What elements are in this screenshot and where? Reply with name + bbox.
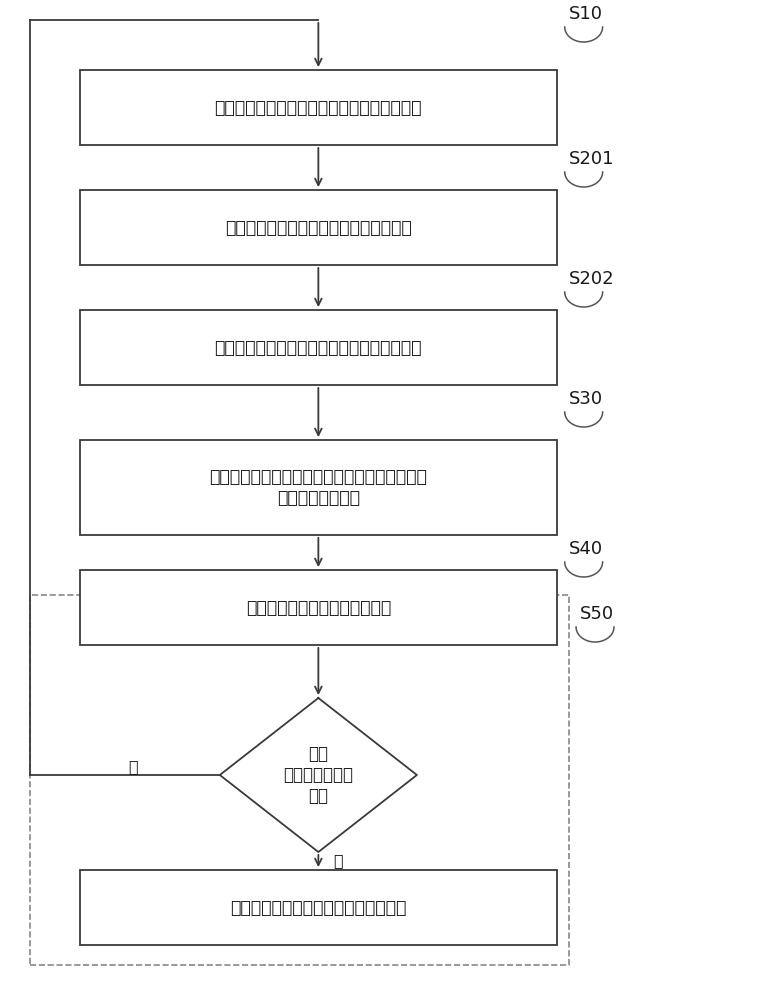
Text: S201: S201 — [568, 150, 614, 168]
Text: 对采样异步的离散数字波形进行时间同步处理: 对采样异步的离散数字波形进行时间同步处理 — [215, 338, 422, 357]
FancyBboxPatch shape — [80, 70, 557, 145]
Text: S10: S10 — [568, 5, 603, 23]
Text: S40: S40 — [568, 540, 603, 558]
Text: S30: S30 — [568, 390, 603, 408]
Text: 对相同测量回路的录波波形进行名称关联: 对相同测量回路的录波波形进行名称关联 — [225, 219, 412, 236]
Text: 是否
出现新的异常类
型？: 是否 出现新的异常类 型？ — [283, 745, 353, 805]
Text: S50: S50 — [580, 605, 614, 623]
Text: 是: 是 — [334, 854, 343, 868]
Text: 根据所确定的异常类型进行报警: 根据所确定的异常类型进行报警 — [246, 598, 391, 616]
Text: S202: S202 — [568, 270, 614, 288]
Text: 根据预设的规则库判别录波波形数据，以确定测
量回路的异常类型: 根据预设的规则库判别录波波形数据，以确定测 量回路的异常类型 — [209, 468, 428, 507]
Text: 否: 否 — [128, 760, 137, 774]
Text: 补充新的判定规则至规则库中进行完善: 补充新的判定规则至规则库中进行完善 — [230, 898, 406, 916]
Polygon shape — [220, 698, 417, 852]
FancyBboxPatch shape — [80, 870, 557, 945]
FancyBboxPatch shape — [80, 310, 557, 385]
FancyBboxPatch shape — [80, 190, 557, 265]
FancyBboxPatch shape — [80, 570, 557, 645]
Text: 调取区外故障发生时测量回路的多源录波文件: 调取区外故障发生时测量回路的多源录波文件 — [215, 99, 422, 116]
FancyBboxPatch shape — [80, 440, 557, 535]
